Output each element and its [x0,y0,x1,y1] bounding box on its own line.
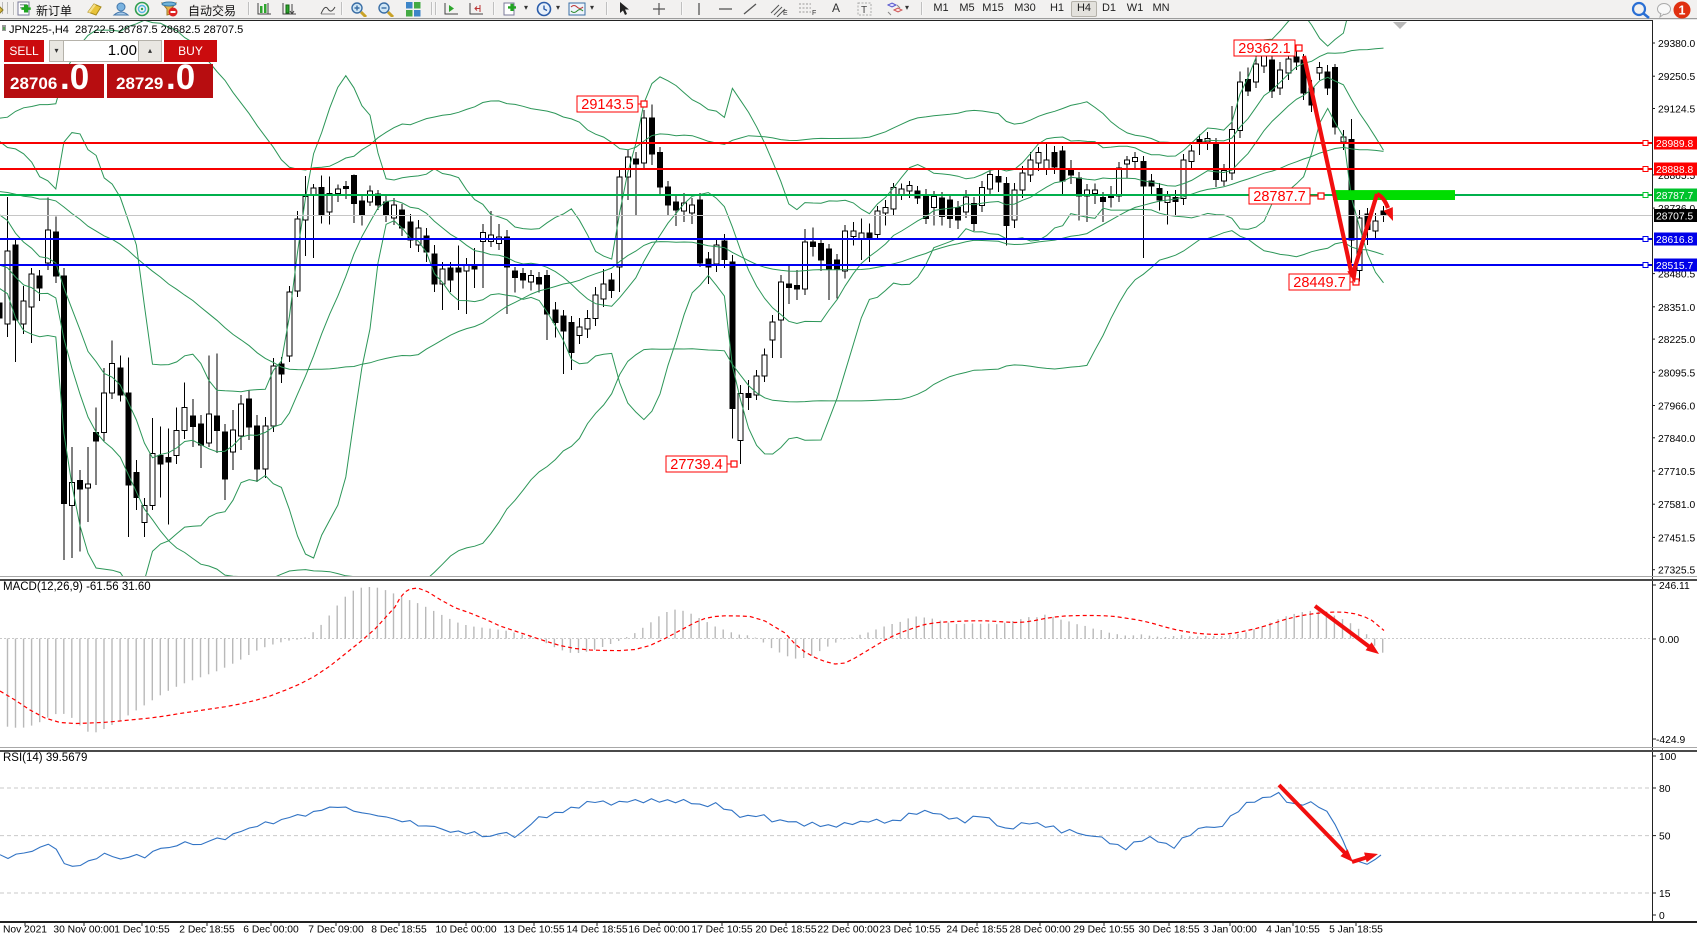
svg-text:0.00: 0.00 [1659,635,1679,646]
svg-text:28787.7: 28787.7 [1656,191,1693,202]
svg-text:14 Dec 18:55: 14 Dec 18:55 [566,925,628,934]
svg-text:100: 100 [1659,752,1676,763]
svg-text:50: 50 [1659,832,1671,843]
svg-text:29250.5: 29250.5 [1658,72,1695,83]
svg-text:13 Dec 10:55: 13 Dec 10:55 [503,925,565,934]
svg-text:2 Dec 18:55: 2 Dec 18:55 [179,925,235,934]
svg-text:28449.7: 28449.7 [1293,275,1345,291]
svg-text:28616.8: 28616.8 [1656,235,1693,246]
svg-text:28351.0: 28351.0 [1658,303,1695,314]
svg-text:JPN225-,H4 28722.5 28787.5 28: JPN225-,H4 28722.5 28787.5 28682.5 28707… [9,24,243,36]
svg-text:1: 1 [1679,4,1686,18]
svg-text:246.11: 246.11 [1659,581,1690,592]
svg-text:28 Dec 00:00: 28 Dec 00:00 [1009,925,1071,934]
svg-text:T: T [861,5,867,16]
svg-text:29362.1: 29362.1 [1238,41,1290,57]
svg-text:24 Dec 18:55: 24 Dec 18:55 [946,925,1008,934]
svg-text:8 Dec 18:55: 8 Dec 18:55 [371,925,427,934]
svg-text:20 Dec 18:55: 20 Dec 18:55 [755,925,817,934]
svg-text:7 Dec 09:00: 7 Dec 09:00 [308,925,364,934]
svg-text:23 Dec 10:55: 23 Dec 10:55 [879,925,941,934]
svg-text:28480.5: 28480.5 [1658,270,1695,281]
svg-text:27581.0: 27581.0 [1658,500,1695,511]
svg-text:27451.5: 27451.5 [1658,533,1695,544]
svg-text:E: E [783,10,788,17]
svg-text:MACD(12,26,9) -61.56 31.60: MACD(12,26,9) -61.56 31.60 [3,581,151,593]
svg-text:30 Dec 18:55: 30 Dec 18:55 [1138,925,1200,934]
svg-text:22 Dec 00:00: 22 Dec 00:00 [817,925,879,934]
svg-text:28865.5: 28865.5 [1658,171,1695,182]
svg-text:27739.4: 27739.4 [670,457,722,473]
svg-text:F: F [812,10,816,17]
svg-text:10 Dec 00:00: 10 Dec 00:00 [435,925,497,934]
svg-text:27840.0: 27840.0 [1658,434,1695,445]
svg-text:29 Dec 10:55: 29 Dec 10:55 [1073,925,1135,934]
svg-text:28095.5: 28095.5 [1658,368,1695,379]
svg-text:29380.0: 29380.0 [1658,39,1695,50]
svg-text:28515.7: 28515.7 [1656,261,1693,272]
svg-text:-424.9: -424.9 [1656,735,1685,746]
svg-text:28888.8: 28888.8 [1656,165,1693,176]
svg-text:0: 0 [1659,911,1665,922]
svg-text:Nov 2021: Nov 2021 [3,925,47,934]
svg-text:28989.8: 28989.8 [1656,139,1693,150]
svg-text:17 Dec 10:55: 17 Dec 10:55 [691,925,753,934]
svg-text:5 Jan 18:55: 5 Jan 18:55 [1329,925,1383,934]
svg-text:16 Dec 00:00: 16 Dec 00:00 [628,925,690,934]
svg-text:6 Dec 00:00: 6 Dec 00:00 [243,925,299,934]
svg-text:30 Nov 00:00: 30 Nov 00:00 [53,925,115,934]
svg-text:1 Dec 10:55: 1 Dec 10:55 [114,925,170,934]
svg-text:28787.7: 28787.7 [1253,189,1305,205]
svg-text:4 Jan 10:55: 4 Jan 10:55 [1266,925,1320,934]
svg-text:27966.0: 27966.0 [1658,402,1695,413]
svg-text:15: 15 [1659,889,1671,900]
svg-text:28225.0: 28225.0 [1658,335,1695,346]
svg-text:28707.5: 28707.5 [1656,212,1693,223]
svg-text:27325.5: 27325.5 [1658,566,1695,577]
svg-text:27710.5: 27710.5 [1658,467,1695,478]
svg-text:29143.5: 29143.5 [581,97,633,113]
svg-text:3 Jan 00:00: 3 Jan 00:00 [1203,925,1257,934]
svg-text:RSI(14) 39.5679: RSI(14) 39.5679 [3,752,87,764]
svg-text:29124.5: 29124.5 [1658,105,1695,116]
svg-text:80: 80 [1659,784,1671,795]
